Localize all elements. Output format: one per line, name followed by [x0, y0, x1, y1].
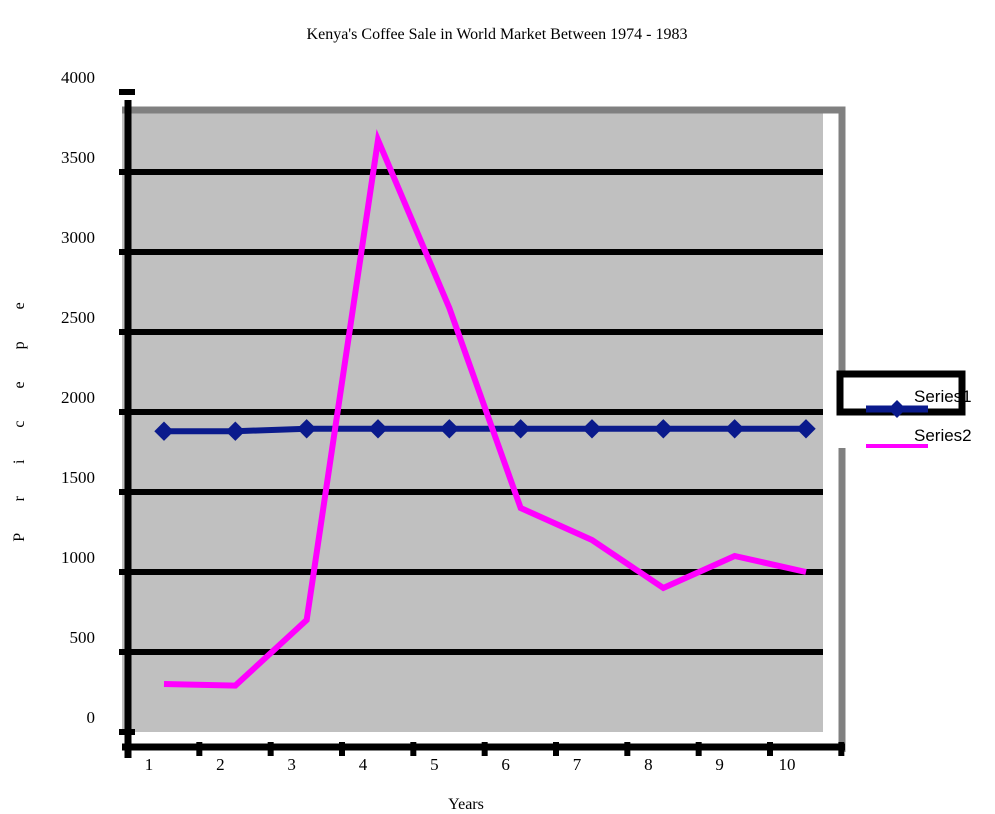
series-line — [163, 129, 807, 689]
y-tick-label: 2500 — [61, 308, 95, 327]
x-tick-label: 7 — [573, 755, 582, 774]
x-tick-label: 8 — [644, 755, 653, 774]
y-tick-label: 2000 — [61, 388, 95, 407]
y-tick-label: 3500 — [61, 148, 95, 167]
series-line — [164, 425, 806, 435]
data-point — [296, 419, 317, 439]
y-tick-label: 500 — [70, 628, 96, 647]
data-point — [582, 419, 602, 439]
plot-background — [122, 108, 823, 732]
data-point — [653, 419, 674, 439]
y-tick-label: 3000 — [61, 228, 95, 247]
series — [154, 129, 816, 689]
x-axis-label: Years — [448, 796, 484, 813]
x-tick-label: 9 — [715, 755, 724, 774]
x-tick-label: 10 — [779, 755, 796, 774]
plot-frame — [122, 106, 846, 413]
legend: Series1 Series2 — [836, 370, 972, 448]
x-tick-labels: 1 2 3 4 5 6 7 8 9 10 — [145, 755, 796, 774]
x-tick-label: 3 — [287, 755, 296, 774]
axes — [119, 89, 845, 758]
x-tick-label: 2 — [216, 755, 225, 774]
y-axis-label: P r i c e p e — [11, 288, 28, 541]
series-1 — [154, 419, 816, 441]
y-tick-label: 0 — [87, 708, 96, 727]
y-tick-label: 4000 — [61, 68, 95, 87]
data-point — [796, 419, 816, 439]
legend-label-series1: Series1 — [914, 387, 972, 406]
chart-title: Kenya's Coffee Sale in World Market Betw… — [307, 26, 688, 43]
x-tick-label: 4 — [359, 755, 368, 774]
data-point — [368, 419, 388, 439]
y-tick-labels: 0 500 1000 1500 2000 2500 3000 3500 4000 — [61, 68, 95, 727]
plot-area — [122, 106, 846, 752]
data-point — [225, 421, 246, 441]
data-point — [724, 419, 745, 439]
y-tick-label: 1500 — [61, 468, 95, 487]
legend-marker-series1 — [888, 400, 906, 418]
x-tick-label: 5 — [430, 755, 439, 774]
gridlines — [122, 169, 823, 655]
legend-label-series2: Series2 — [914, 426, 972, 445]
y-tick-label: 1000 — [61, 548, 95, 567]
data-point — [154, 421, 174, 441]
data-point — [510, 419, 531, 439]
x-tick-label: 1 — [145, 755, 154, 774]
x-tick-label: 6 — [501, 755, 510, 774]
data-point — [439, 419, 460, 439]
series-2 — [163, 129, 807, 689]
